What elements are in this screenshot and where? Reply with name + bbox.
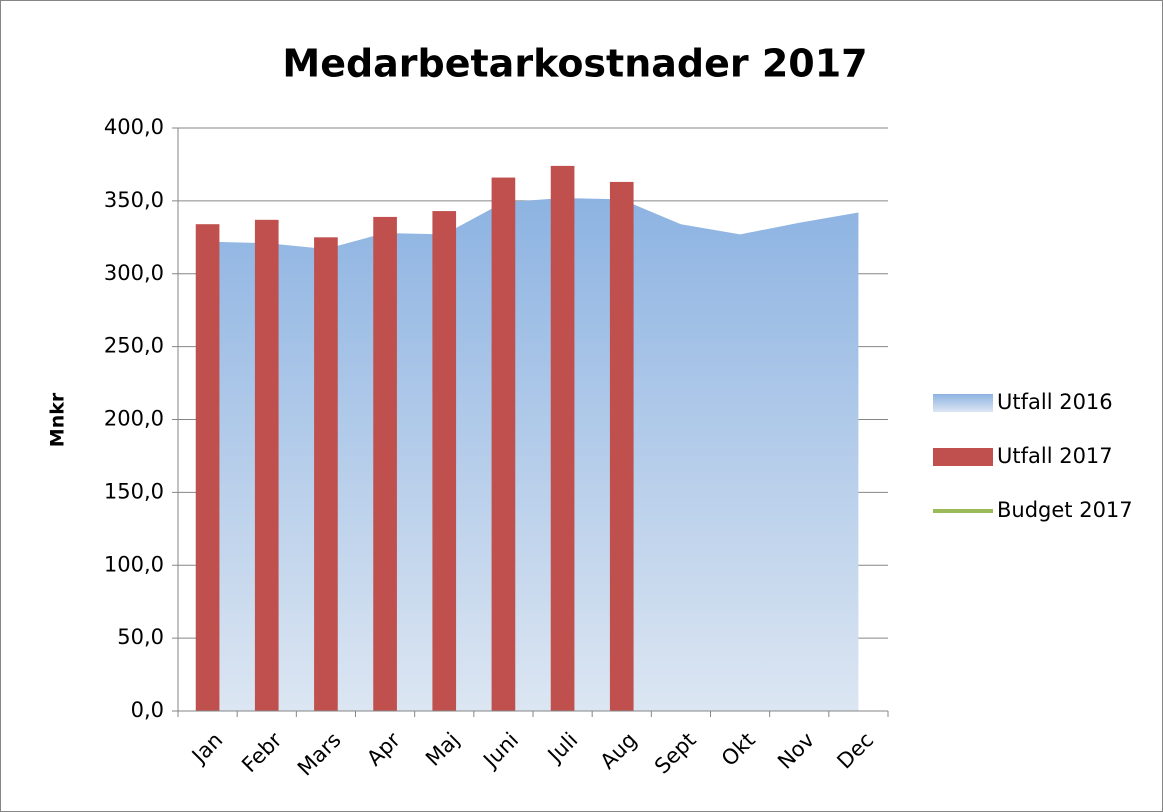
y-tick-label: 150,0 (104, 479, 164, 503)
bar (373, 216, 397, 711)
legend-label: Utfall 2017 (997, 444, 1113, 468)
y-tick-label: 200,0 (104, 407, 164, 431)
legend-label: Utfall 2016 (997, 390, 1113, 414)
bar (314, 237, 338, 711)
y-tick-label: 250,0 (104, 334, 164, 358)
y-tick-label: 400,0 (104, 115, 164, 139)
y-tick-label: 350,0 (104, 188, 164, 212)
bar (609, 181, 634, 712)
chart-title: Medarbetarkostnader 2017 (282, 42, 867, 86)
legend-swatch (933, 448, 993, 466)
y-tick-label: 0,0 (131, 698, 164, 722)
legend-swatch (933, 394, 993, 412)
bar (195, 224, 220, 711)
bar (254, 219, 279, 711)
y-axis-label: Mnkr (47, 392, 69, 447)
area (207, 197, 859, 711)
y-tick-label: 100,0 (104, 552, 164, 576)
y-tick-label: 50,0 (117, 625, 164, 649)
legend-label: Budget 2017 (997, 498, 1133, 522)
bar (491, 177, 516, 711)
y-tick-label: 300,0 (104, 261, 164, 285)
bar (432, 211, 457, 711)
bar (550, 165, 575, 711)
